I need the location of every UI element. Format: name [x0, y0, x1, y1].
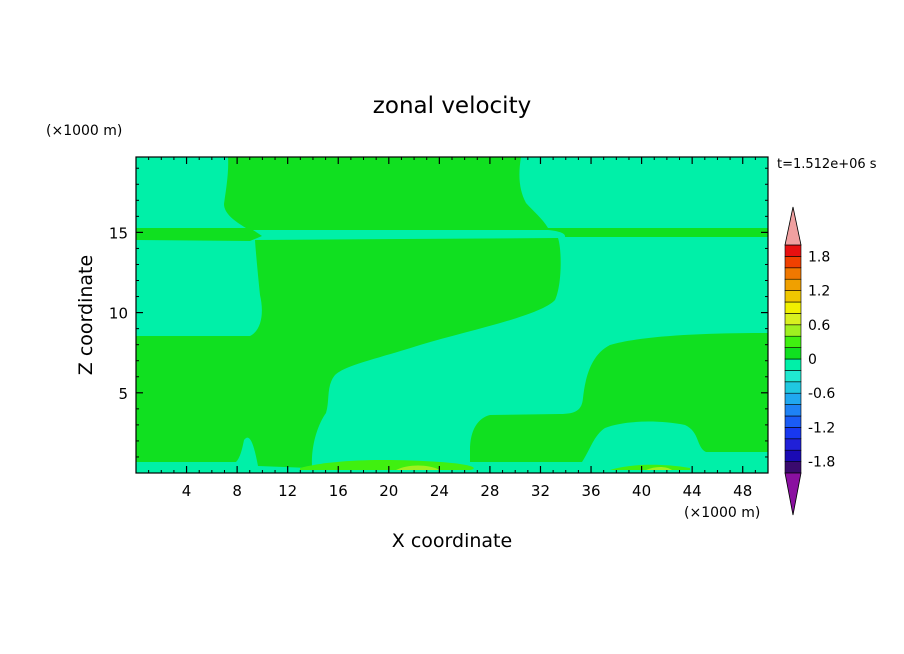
y-axis-label: Z coordinate [75, 255, 97, 375]
colorbar-swatch [784, 438, 802, 451]
region-positive-surface-strip-right [610, 464, 690, 470]
colorbar-label: 1.2 [808, 284, 830, 300]
x-tick-label: 28 [480, 482, 499, 500]
x-tick-label: 40 [632, 482, 651, 500]
y-tick-label: 5 [118, 385, 128, 403]
region-positive-top [224, 157, 548, 230]
plot-area [135, 156, 769, 474]
colorbar-over-arrow [784, 206, 802, 246]
colorbar-swatch [784, 415, 802, 428]
region-positive-middle [136, 238, 561, 468]
colorbar-swatch [784, 381, 802, 394]
colorbar-swatch [784, 267, 802, 280]
x-axis-label: X coordinate [392, 530, 512, 552]
x-axis-unit: (×1000 m) [684, 505, 760, 521]
region-positive-surface-yellow [396, 465, 440, 470]
colorbar-label: 0.6 [808, 318, 830, 334]
colorbar-swatch [784, 324, 802, 337]
x-tick-label: 48 [733, 482, 752, 500]
x-tick-label: 24 [430, 482, 449, 500]
colorbar-swatch [784, 427, 802, 440]
x-tick-label: 44 [683, 482, 702, 500]
x-tick-label: 32 [531, 482, 550, 500]
x-tick-label: 12 [278, 482, 297, 500]
colorbar: -1.8 -1.2 -0.6 0 0.6 1.2 1.8 [784, 206, 835, 516]
colorbar-label: 0 [808, 352, 817, 368]
colorbar-under-arrow [784, 472, 802, 516]
y-tick-label: 10 [109, 305, 128, 323]
colorbar-swatch [784, 461, 802, 474]
y-tick-label: 15 [109, 224, 128, 242]
colorbar-label: -1.2 [808, 420, 835, 436]
colorbar-swatch [784, 278, 802, 291]
colorbar-swatch [784, 392, 802, 405]
chart-title: zonal velocity [373, 93, 531, 119]
region-positive-surface-yellow-right [646, 467, 672, 470]
y-axis-unit: (×1000 m) [46, 123, 122, 139]
colorbar-label: 1.8 [808, 249, 830, 265]
colorbar-swatch [784, 256, 802, 269]
region-positive-right [470, 333, 768, 462]
colorbar-swatch [784, 313, 802, 326]
y-axis: 5 10 15 [109, 167, 768, 458]
colorbar-swatch [784, 449, 802, 462]
x-axis: 4 8 12 16 20 24 28 32 36 40 44 48 [148, 157, 756, 500]
colorbar-swatch [784, 301, 802, 314]
colorbar-label: -0.6 [808, 386, 835, 402]
colorbar-swatch [784, 244, 802, 257]
x-tick-label: 8 [232, 482, 242, 500]
x-tick-label: 20 [379, 482, 398, 500]
x-tick-label: 16 [329, 482, 348, 500]
time-label: t=1.512e+06 s [777, 157, 877, 172]
region-positive-band-15 [136, 228, 262, 241]
region-positive-band-15-right [548, 228, 768, 237]
x-tick-label: 4 [182, 482, 192, 500]
colorbar-label: -1.8 [808, 455, 835, 471]
colorbar-swatch [784, 404, 802, 417]
x-tick-label: 36 [581, 482, 600, 500]
colorbar-swatch [784, 358, 802, 371]
colorbar-swatch [784, 347, 802, 360]
colorbar-swatch [784, 290, 802, 303]
colorbar-swatch [784, 370, 802, 383]
colorbar-swatch [784, 335, 802, 348]
